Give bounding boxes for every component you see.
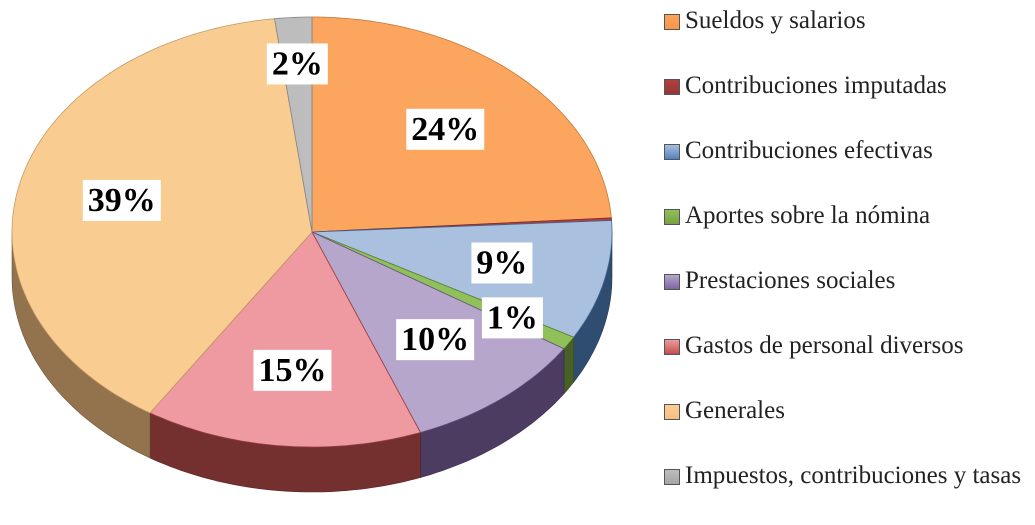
legend-swatch: [664, 14, 680, 30]
label-box: [82, 179, 161, 221]
data-label: 15%: [253, 349, 332, 391]
legend-swatch: [664, 274, 680, 290]
legend-item: Contribuciones efectivas: [664, 136, 1034, 201]
legend-swatch: [664, 79, 680, 95]
legend-item: Impuestos, contribuciones y tasas: [664, 461, 1034, 525]
legend-label: Aportes sobre la nómina: [685, 202, 931, 229]
legend-swatch: [664, 339, 680, 355]
legend-label: Impuestos, contribuciones y tasas: [685, 462, 1022, 489]
label-box: [471, 242, 533, 284]
value-label: 24%: [411, 111, 479, 148]
slice: [149, 231, 422, 448]
legend-swatch: [664, 469, 680, 485]
legend-item: Sueldos y salarios: [664, 6, 1034, 71]
label-box: [253, 349, 332, 391]
value-label: 10%: [401, 321, 469, 358]
label-box: [406, 108, 485, 150]
data-label: 1%: [481, 297, 543, 339]
legend-swatch: [664, 209, 680, 225]
value-label: 9%: [476, 245, 527, 282]
data-label: 9%: [471, 242, 533, 284]
legend-label: Contribuciones efectivas: [685, 137, 933, 164]
value-label: 1%: [487, 299, 538, 336]
legend-label: Gastos de personal diversos: [685, 332, 964, 359]
legend: Sueldos y salarios Contribuciones imputad…: [664, 6, 1034, 525]
legend-label: Prestaciones sociales: [685, 267, 896, 294]
slice: [11, 18, 313, 414]
data-label: 10%: [396, 319, 475, 361]
data-label: 2%: [266, 43, 328, 85]
value-label: 39%: [88, 182, 156, 219]
data-label: 24%: [406, 108, 485, 150]
legend-item: Contribuciones imputadas: [664, 71, 1034, 136]
legend-label: Contribuciones imputadas: [685, 72, 947, 99]
legend-swatch: [664, 144, 680, 160]
legend-item: Aportes sobre la nómina: [664, 201, 1034, 266]
legend-label: Sueldos y salarios: [685, 7, 866, 34]
label-box: [396, 319, 475, 361]
legend-item: Prestaciones sociales: [664, 266, 1034, 331]
legend-label: Generales: [685, 397, 785, 424]
legend-item: Generales: [664, 396, 1034, 461]
legend-swatch: [664, 404, 680, 420]
label-box: [266, 43, 328, 85]
label-box: [481, 297, 543, 339]
data-label: 39%: [82, 179, 161, 221]
value-label: 2%: [272, 45, 323, 82]
pie: 24% 9% 1% 10% 15% 39% 2%: [11, 16, 613, 493]
legend-item: Gastos de personal diversos: [664, 331, 1034, 396]
value-label: 15%: [258, 352, 326, 389]
